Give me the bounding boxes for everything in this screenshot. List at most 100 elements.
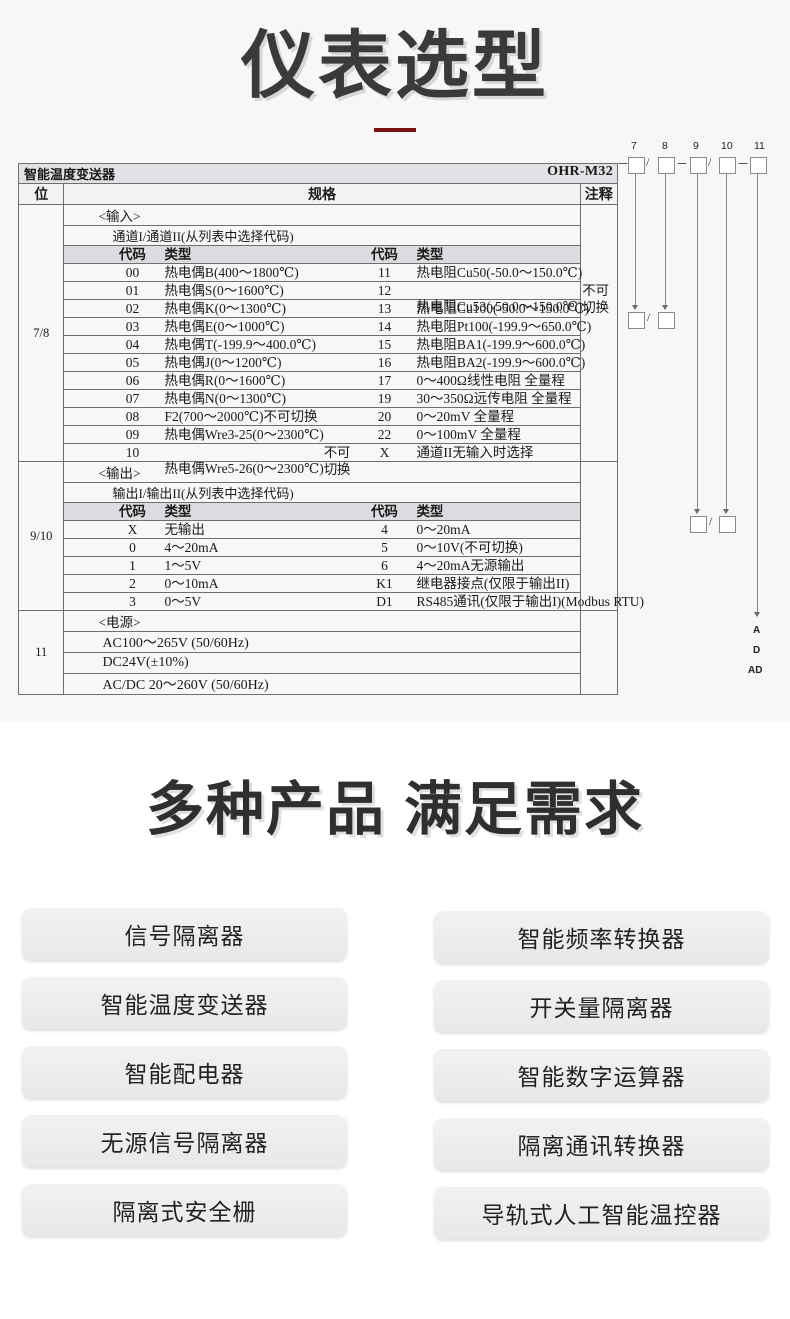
row-type-2: 0～20mA — [416, 522, 471, 537]
row-type-2: 0～100mV 全量程 — [416, 427, 521, 442]
product-chip-label: 智能频率转换器 — [517, 926, 686, 952]
key-leader-10 — [726, 174, 727, 511]
power-option-row: AC/DC 20～260V (50/60Hz) — [19, 673, 618, 695]
product-chip-label: 无源信号隔离器 — [100, 1130, 269, 1156]
product-chip[interactable]: 导轨式人工智能温控器 — [434, 1187, 769, 1239]
spec-cell: 07 热电偶N(0～1300℃) 19 30～350Ω远传电阻 全量程 — [63, 389, 581, 408]
key-separator-3: / — [708, 155, 712, 169]
row-type-2: 继电器接点(仅限于输出II) — [416, 576, 570, 591]
table-header-row: 位 规格 注释 — [17, 183, 619, 205]
key-target-box-output-2[interactable] — [719, 516, 736, 533]
key-box-9[interactable] — [690, 157, 707, 174]
table-row: 0 4～20mA 5 0～10V(不可切换) — [19, 538, 618, 557]
table-row: 00 热电偶B(400～1800℃) 11 热电阻Cu50(-50.0～150.0℃) — [19, 263, 618, 282]
header-note: 注释 — [579, 183, 619, 205]
spec-cell: 01 热电偶S(0～1600℃) 12 热电阻Cu53(-50.0～150.0℃)不可… — [63, 281, 609, 315]
spec-cell: 02 热电偶K(0～1300℃) 13 热电阻Cu100(-50.0～150.0℃) — [63, 299, 589, 318]
section-subtitle: 输出I/输出II(从列表中选择代码) — [63, 482, 581, 503]
row-code-1: 07 — [125, 391, 140, 406]
code-header-1: 代码 — [118, 247, 146, 262]
table-row: 09 热电偶Wre3-25(0～2300℃) 22 0～100mV 全量程 — [19, 425, 618, 444]
row-type-1: 4～20mA — [164, 540, 219, 555]
code-header-cell: 代码 类型 代码 类型 — [63, 502, 581, 521]
table-band-row: 智能温度变送器 OHR-M32 — [18, 163, 618, 184]
row-type-2: 热电阻Cu53(-50.0～150.0℃)不可 切换 — [416, 283, 609, 315]
section-subtitle: 通道I/通道II(从列表中选择代码) — [63, 225, 581, 246]
key-target-box-output-1[interactable] — [690, 516, 707, 533]
row-code-1: X — [127, 522, 138, 537]
product-chip-label: 智能配电器 — [124, 1061, 245, 1087]
row-type-1: 1～5V — [164, 558, 202, 573]
section-row: 9/10 <输出> — [17, 461, 619, 611]
row-code-1: 08 — [125, 409, 140, 424]
row-type-1: 0～10mA — [164, 576, 219, 591]
section-title: <电源> — [63, 610, 581, 632]
product-chip[interactable]: 开关量隔离器 — [434, 980, 769, 1032]
key-box-8[interactable] — [658, 157, 675, 174]
key-separator-4: － — [737, 157, 750, 171]
key-box-10[interactable] — [719, 157, 736, 174]
key-box-11[interactable] — [750, 157, 767, 174]
section-note — [579, 610, 619, 695]
row-type-1: F2(700～2000℃)不可切换 — [164, 409, 318, 424]
row-type-2: 0～400Ω线性电阻 全量程 — [416, 373, 565, 388]
table-band: 智能温度变送器 OHR-M32 — [18, 163, 618, 184]
row-code-2: D1 — [376, 594, 393, 609]
power-option: AC100～265V (50/60Hz) — [63, 631, 581, 653]
table-row: 06 热电偶R(0～1600℃) 17 0～400Ω线性电阻 全量程 — [19, 371, 618, 390]
table-row: 02 热电偶K(0～1300℃) 13 热电阻Cu100(-50.0～150.0℃) — [19, 299, 618, 318]
table-row: 08 F2(700～2000℃)不可切换 20 0～20mV 全量程 — [19, 407, 618, 426]
row-code-1: 3 — [129, 594, 136, 609]
row-type-2: 0～10V(不可切换) — [416, 540, 523, 555]
section-row: 7/8 <输入> — [17, 204, 619, 462]
row-type-1: 热电偶N(0～1300℃) — [164, 391, 287, 406]
row-type-1: 热电偶J(0～1200℃) — [164, 355, 282, 370]
key-target-box-input-2[interactable] — [658, 312, 675, 329]
product-chip[interactable]: 信号隔离器 — [22, 908, 347, 960]
product-chip[interactable]: 无源信号隔离器 — [22, 1115, 347, 1167]
section-position: 11 — [17, 610, 65, 695]
row-type-1: 热电偶T(-199.9～400.0℃) — [164, 337, 317, 352]
product-chip-label: 导轨式人工智能温控器 — [481, 1202, 722, 1228]
row-type-1: 无输出 — [164, 522, 205, 537]
product-chip[interactable]: 智能温度变送器 — [22, 977, 347, 1029]
key-leader-7 — [635, 174, 636, 307]
key-number-8: 8 — [662, 140, 668, 152]
key-arrow-7 — [632, 305, 638, 310]
code-header-row: 代码 类型 代码 类型 — [19, 502, 618, 521]
row-code-2: X — [379, 445, 390, 460]
spec-cell: 05 热电偶J(0～1200℃) 16 热电阻BA2(-199.9～600.0℃) — [63, 353, 585, 372]
row-type-2: 30～350Ω远传电阻 全量程 — [416, 391, 572, 406]
product-chip-label: 智能温度变送器 — [100, 992, 269, 1018]
power-option: AC/DC 20～260V (50/60Hz) — [63, 673, 581, 695]
table-row: 07 热电偶N(0～1300℃) 19 30～350Ω远传电阻 全量程 — [19, 389, 618, 408]
code-header-row: 代码 类型 代码 类型 — [19, 245, 618, 264]
product-chip[interactable]: 隔离式安全栅 — [22, 1184, 347, 1236]
table-row: 10 热电偶Wre5-26(0～2300℃)不可 切换 X 通道II无输入时选择 — [19, 443, 618, 477]
model-code: OHR-M32 — [547, 164, 613, 179]
product-chip[interactable]: 智能频率转换器 — [434, 911, 769, 963]
table-row: 03 热电偶E(0～1000℃) 14 热电阻Pt100(-199.9～650.0℃) — [19, 317, 618, 336]
spec-cell: 0 4～20mA 5 0～10V(不可切换) — [63, 538, 581, 557]
row-type-1: 热电偶Wre3-25(0～2300℃) — [164, 427, 324, 442]
row-code-2: K1 — [376, 576, 393, 591]
spec-cell: 03 热电偶E(0～1000℃) 14 热电阻Pt100(-199.9～650.0℃) — [63, 317, 591, 336]
row-type-2: 0～20mV 全量程 — [416, 409, 515, 424]
type-header-2: 类型 — [416, 504, 444, 519]
product-chip[interactable]: 智能配电器 — [22, 1046, 347, 1098]
spec-cell: 00 热电偶B(400～1800℃) 11 热电阻Cu50(-50.0～150.0℃) — [63, 263, 582, 282]
key-box-7[interactable] — [628, 157, 645, 174]
key-target-box-input-1[interactable] — [628, 312, 645, 329]
product-chip[interactable]: 智能数字运算器 — [434, 1049, 769, 1101]
row-code-1: 1 — [129, 558, 136, 573]
row-type-1: 热电偶Wre5-26(0～2300℃)不可 切换 — [164, 445, 351, 477]
key-separator-1: / — [646, 155, 650, 169]
key-leader-9 — [697, 174, 698, 511]
product-chip[interactable]: 隔离通讯转换器 — [434, 1118, 769, 1170]
table-row: 04 热电偶T(-199.9～400.0℃) 15 热电阻BA1(-199.9～600… — [19, 335, 618, 354]
row-type-2: 热电阻BA2(-199.9～600.0℃) — [416, 355, 586, 370]
product-chip-label: 隔离通讯转换器 — [517, 1133, 686, 1159]
key-number-7: 7 — [631, 140, 637, 152]
code-header-2: 代码 — [370, 247, 398, 262]
row-type-2: RS485通讯(仅限于输出I)(Modbus RTU) — [416, 594, 644, 609]
